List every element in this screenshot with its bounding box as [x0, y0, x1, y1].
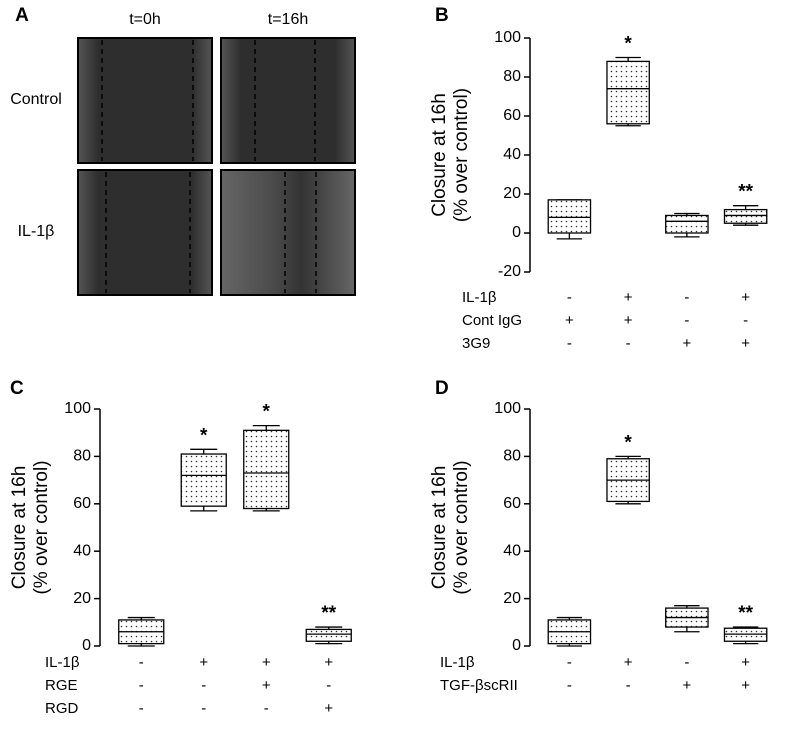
- y-axis-label: Closure at 16h: [429, 93, 450, 217]
- condition-sign: -: [567, 289, 572, 306]
- condition-sign: +: [624, 312, 633, 329]
- panel-label: D: [435, 378, 449, 399]
- y-tick-label: 0: [82, 637, 91, 654]
- y-tick-label: 20: [503, 185, 521, 202]
- panel-label: B: [435, 5, 449, 26]
- condition-sign: +: [741, 335, 750, 352]
- y-axis-label: Closure at 16h: [429, 466, 450, 590]
- condition-sign: -: [684, 654, 689, 671]
- y-tick-label: 20: [503, 590, 521, 607]
- box: [723, 208, 768, 224]
- column-label: t=16h: [268, 11, 308, 28]
- significance: *: [263, 402, 271, 423]
- significance: **: [738, 603, 753, 624]
- row-label: Control: [10, 91, 62, 108]
- y-tick-label: 40: [503, 542, 521, 559]
- significance: *: [624, 34, 632, 55]
- box: [606, 60, 650, 125]
- condition-name: TGF-βscRII: [440, 677, 518, 694]
- significance: *: [624, 432, 632, 453]
- y-axis-label: (% over control): [451, 460, 472, 594]
- panel-label: A: [15, 5, 29, 26]
- condition-sign: -: [567, 677, 572, 694]
- condition-sign: -: [326, 677, 331, 694]
- condition-sign: -: [684, 312, 689, 329]
- y-tick-label: 100: [494, 400, 521, 417]
- condition-sign: +: [741, 289, 750, 306]
- condition-sign: +: [682, 335, 691, 352]
- condition-sign: -: [743, 312, 748, 329]
- condition-sign: +: [262, 677, 271, 694]
- box: [243, 429, 290, 510]
- y-tick-label: 80: [503, 68, 521, 85]
- condition-sign: -: [139, 677, 144, 694]
- y-tick-label: 80: [73, 448, 91, 465]
- significance: **: [738, 182, 753, 203]
- condition-sign: -: [567, 335, 572, 352]
- y-tick-label: 40: [73, 542, 91, 559]
- panel-label: C: [10, 378, 24, 399]
- y-tick-label: 100: [494, 29, 521, 46]
- y-axis-label: (% over control): [451, 88, 472, 222]
- condition-sign: -: [201, 677, 206, 694]
- y-tick-label: 60: [73, 495, 91, 512]
- box: [180, 453, 227, 507]
- y-tick-label: 0: [512, 637, 521, 654]
- y-tick-label: 20: [73, 590, 91, 607]
- column-label: t=0h: [129, 11, 161, 28]
- condition-name: IL-1β: [462, 289, 497, 306]
- condition-sign: +: [565, 312, 574, 329]
- y-tick-label: 40: [503, 146, 521, 163]
- condition-sign: +: [741, 677, 750, 694]
- condition-sign: +: [741, 654, 750, 671]
- condition-name: IL-1β: [440, 654, 475, 671]
- y-tick-label: 80: [503, 448, 521, 465]
- box: [305, 628, 352, 642]
- y-axis-label: Closure at 16h: [9, 466, 30, 590]
- y-tick-label: 60: [503, 495, 521, 512]
- significance: *: [200, 425, 208, 446]
- micrographs: [77, 37, 356, 296]
- wound-edges: [101, 40, 317, 293]
- box: [665, 214, 709, 234]
- condition-sign: -: [684, 289, 689, 306]
- y-tick-label: 60: [503, 107, 521, 124]
- condition-name: Cont IgG: [462, 312, 522, 329]
- condition-sign: -: [139, 700, 144, 717]
- condition-sign: +: [324, 654, 333, 671]
- condition-name: RGD: [45, 700, 79, 717]
- y-tick-label: 100: [64, 400, 91, 417]
- condition-name: 3G9: [462, 335, 490, 352]
- y-tick-label: -20: [498, 263, 521, 280]
- condition-sign: +: [624, 289, 633, 306]
- y-axis-label: (% over control): [31, 460, 52, 594]
- condition-sign: -: [201, 700, 206, 717]
- condition-sign: -: [626, 335, 631, 352]
- condition-sign: +: [682, 677, 691, 694]
- y-tick-label: 0: [512, 224, 521, 241]
- condition-sign: -: [139, 654, 144, 671]
- condition-sign: -: [626, 677, 631, 694]
- condition-name: IL-1β: [45, 654, 80, 671]
- condition-sign: -: [567, 654, 572, 671]
- condition-sign: +: [199, 654, 208, 671]
- box: [547, 199, 592, 234]
- condition-sign: +: [324, 700, 333, 717]
- condition-sign: +: [262, 654, 271, 671]
- condition-sign: +: [624, 654, 633, 671]
- condition-name: RGE: [45, 677, 78, 694]
- row-label: IL-1β: [18, 223, 55, 240]
- condition-sign: -: [264, 700, 269, 717]
- significance: **: [321, 603, 336, 624]
